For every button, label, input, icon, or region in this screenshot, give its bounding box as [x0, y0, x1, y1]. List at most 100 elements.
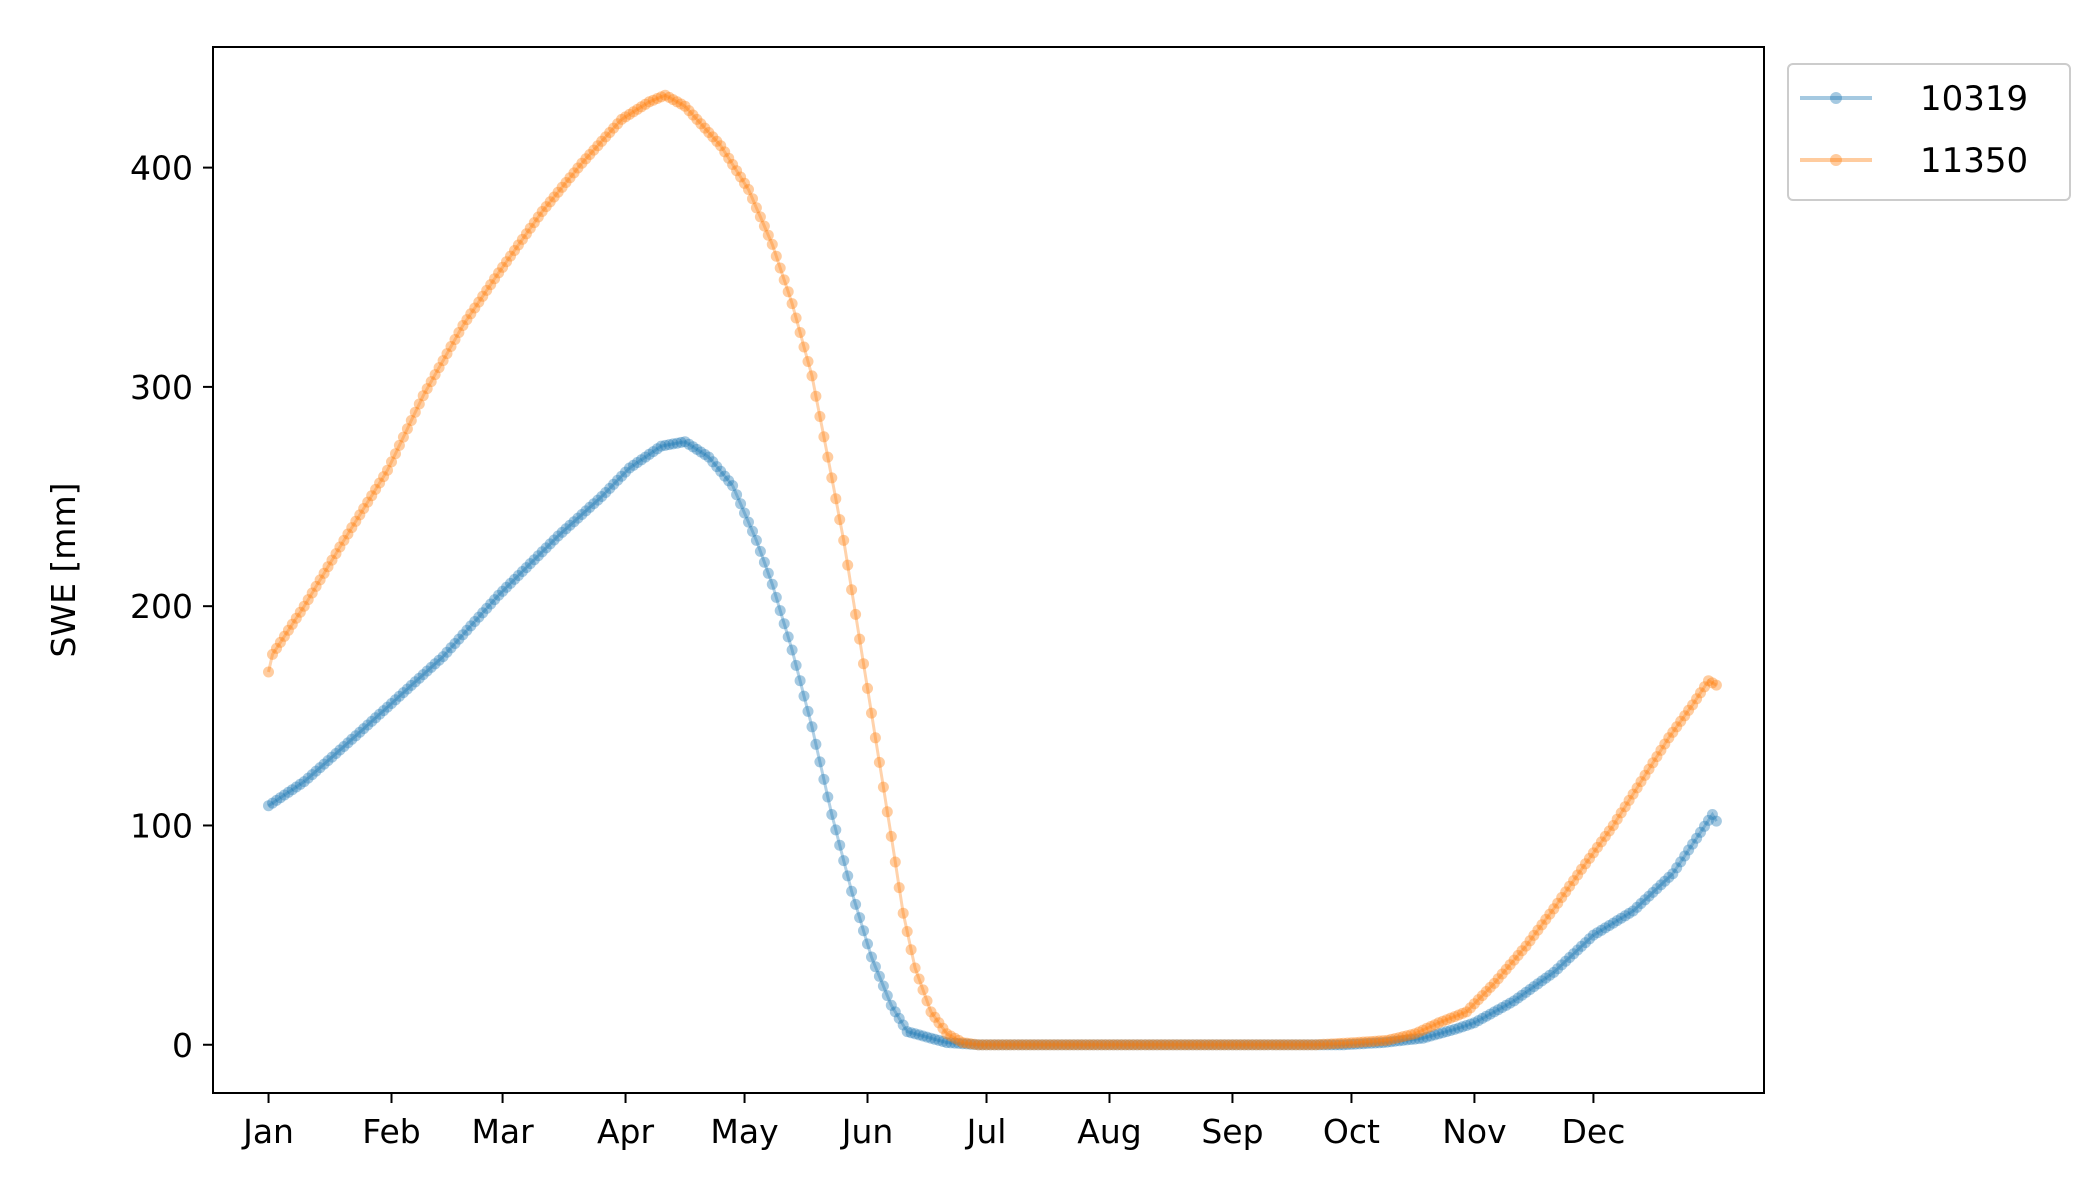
data-point: [322, 755, 334, 767]
data-point: [1465, 1018, 1476, 1030]
data-point: [1302, 1039, 1314, 1051]
data-point: [425, 661, 437, 673]
data-point: [687, 441, 699, 453]
data-point: [1369, 1035, 1381, 1047]
data-point: [1163, 1039, 1175, 1051]
data-point: [961, 1038, 973, 1050]
data-point: [1524, 935, 1536, 947]
data-point: [1195, 1039, 1207, 1051]
data-point: [719, 470, 731, 482]
data-point: [520, 562, 532, 574]
data-point: [1048, 1039, 1060, 1051]
data-point: [1004, 1039, 1016, 1051]
data-point: [929, 1011, 941, 1023]
data-point: [885, 830, 897, 842]
data-point: [1266, 1039, 1278, 1051]
data-point: [981, 1039, 992, 1051]
data-point: [576, 509, 588, 520]
data-point: [1695, 826, 1706, 838]
data-point: [937, 1036, 949, 1047]
data-point: [1072, 1039, 1084, 1051]
data-point: [925, 1032, 937, 1044]
data-point: [334, 541, 346, 553]
data-point: [1706, 809, 1718, 820]
data-point: [576, 157, 588, 169]
data-point: [1544, 969, 1556, 981]
data-point: [362, 496, 374, 508]
data-point: [564, 519, 576, 531]
data-point: [1572, 944, 1584, 956]
x-tick-label: Mar: [471, 1112, 534, 1151]
data-point: [858, 925, 869, 937]
data-point: [1199, 1039, 1211, 1051]
data-point: [540, 542, 552, 554]
data-point: [1056, 1039, 1068, 1051]
data-point: [1111, 1039, 1123, 1051]
data-point: [624, 462, 635, 474]
data-point: [1385, 1033, 1397, 1045]
data-point: [1516, 989, 1528, 1001]
data-point: [743, 516, 754, 528]
data-point: [1052, 1039, 1064, 1051]
data-point: [1044, 1039, 1056, 1051]
data-point: [1191, 1039, 1203, 1051]
data-point: [501, 581, 512, 593]
data-point: [1135, 1039, 1147, 1051]
data-point: [1326, 1038, 1338, 1050]
data-point: [1115, 1039, 1127, 1051]
data-point: [1000, 1039, 1012, 1051]
data-point: [1572, 869, 1584, 881]
data-point: [889, 856, 901, 868]
data-point: [1004, 1039, 1016, 1051]
data-point: [612, 474, 624, 486]
data-point: [996, 1039, 1008, 1051]
y-axis-label: SWE [mm]: [44, 483, 83, 658]
data-point: [1556, 959, 1568, 971]
data-point: [901, 1026, 913, 1038]
data-point: [1675, 856, 1687, 868]
legend-marker-series-1: [1830, 92, 1842, 104]
data-point: [497, 261, 509, 273]
data-point: [1115, 1039, 1127, 1051]
data-point: [1060, 1039, 1072, 1051]
data-point: [981, 1039, 992, 1051]
data-point: [286, 618, 298, 630]
data-point: [282, 624, 294, 636]
data-point: [1346, 1038, 1357, 1050]
data-point: [354, 509, 366, 521]
data-point: [1270, 1039, 1282, 1051]
data-point: [1667, 868, 1679, 880]
data-point: [794, 675, 806, 687]
data-point: [1020, 1039, 1032, 1051]
data-point: [1639, 894, 1651, 906]
data-point: [806, 721, 818, 733]
data-point: [501, 256, 512, 268]
data-point: [1207, 1039, 1219, 1051]
data-point: [933, 1034, 945, 1046]
data-point: [1492, 1004, 1504, 1016]
y-tick-label: 400: [130, 149, 193, 188]
data-point: [342, 528, 354, 540]
series-2: [263, 89, 1722, 1051]
data-point: [1246, 1039, 1258, 1051]
data-point: [1449, 1011, 1461, 1023]
data-point: [739, 507, 750, 519]
data-point: [1092, 1039, 1104, 1051]
data-point: [739, 177, 750, 189]
data-point: [1080, 1039, 1092, 1051]
data-point: [822, 791, 834, 803]
data-point: [334, 744, 346, 756]
data-point: [1171, 1039, 1183, 1051]
data-point: [536, 206, 548, 217]
data-point: [846, 885, 858, 897]
data-point: [1687, 838, 1699, 850]
data-point: [318, 758, 330, 770]
data-point: [1246, 1039, 1258, 1051]
data-point: [929, 1033, 941, 1045]
data-point: [286, 784, 298, 796]
data-point: [1484, 981, 1496, 993]
y-tick-label: 200: [130, 587, 193, 626]
data-point: [322, 561, 334, 573]
data-point: [465, 308, 477, 320]
data-point: [897, 907, 909, 919]
